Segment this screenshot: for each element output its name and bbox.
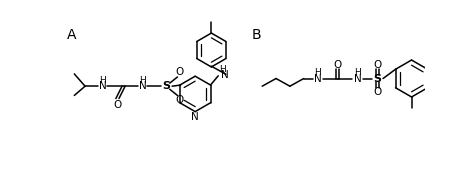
Text: B: B: [251, 29, 261, 42]
Text: S: S: [163, 81, 171, 91]
Text: O: O: [175, 95, 183, 105]
Text: H: H: [354, 68, 361, 77]
Text: H: H: [100, 76, 106, 85]
Text: N: N: [354, 74, 362, 84]
Text: O: O: [334, 60, 342, 70]
Text: H: H: [139, 76, 146, 85]
Text: N: N: [191, 112, 199, 122]
Text: H: H: [314, 68, 321, 77]
Text: N: N: [314, 74, 321, 84]
Text: H: H: [219, 65, 226, 74]
Text: N: N: [99, 81, 107, 91]
Text: N: N: [220, 70, 228, 80]
Text: N: N: [139, 81, 146, 91]
Text: O: O: [374, 60, 382, 70]
Text: S: S: [374, 74, 382, 84]
Text: O: O: [374, 87, 382, 97]
Text: A: A: [66, 29, 76, 42]
Text: O: O: [175, 67, 183, 77]
Text: O: O: [113, 100, 121, 110]
